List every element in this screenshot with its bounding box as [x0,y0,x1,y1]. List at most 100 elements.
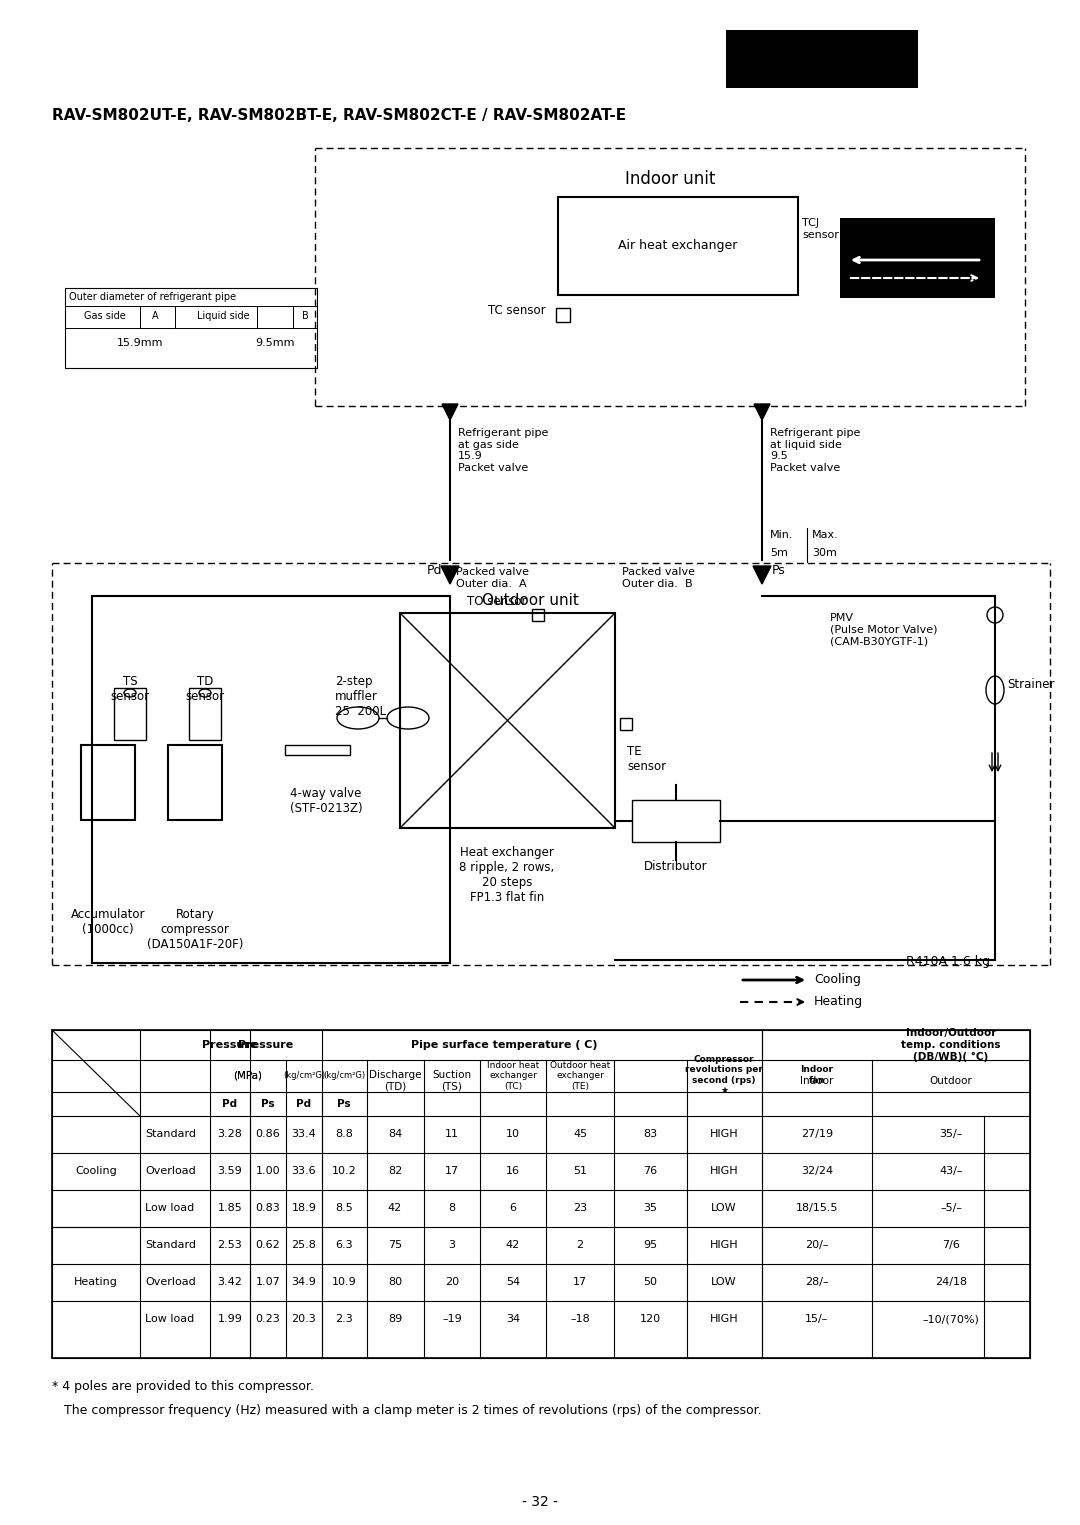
Text: 50: 50 [643,1276,657,1287]
Text: 0.86: 0.86 [256,1128,281,1139]
Text: 32/24: 32/24 [801,1167,833,1176]
Text: Indoor heat
exchanger
(TC): Indoor heat exchanger (TC) [487,1061,539,1090]
Text: Indoor
fan: Indoor fan [800,1066,834,1084]
Text: Accumulator
(1000cc): Accumulator (1000cc) [71,907,145,936]
Text: 34.9: 34.9 [292,1276,316,1287]
Text: 54: 54 [505,1276,521,1287]
Text: Indoor unit: Indoor unit [625,169,715,188]
Text: B: B [301,311,309,320]
Text: Gas side: Gas side [84,311,126,320]
Text: TCJ
sensor: TCJ sensor [802,218,839,239]
Text: Packed valve
Outer dia.  A: Packed valve Outer dia. A [456,567,529,589]
Text: 20: 20 [445,1276,459,1287]
Text: Distributor: Distributor [644,860,707,872]
Text: LOW: LOW [712,1203,737,1212]
Text: * 4 poles are provided to this compressor.: * 4 poles are provided to this compresso… [52,1380,314,1392]
Text: Indoor: Indoor [800,1077,834,1086]
Text: 15/–: 15/– [806,1315,828,1324]
Text: Ps: Ps [772,564,786,576]
Text: 84: 84 [388,1128,402,1139]
Text: 2: 2 [577,1240,583,1250]
Text: 1.99: 1.99 [217,1315,242,1324]
Text: 30m: 30m [812,547,837,558]
Text: 15.9mm: 15.9mm [117,339,163,348]
Text: 7/6: 7/6 [942,1240,960,1250]
Text: R410A 1.6 kg: R410A 1.6 kg [906,955,990,968]
Text: Heating: Heating [75,1276,118,1287]
Bar [285,746,350,755]
Bar [558,197,798,294]
Text: Pipe surface temperature ( C): Pipe surface temperature ( C) [410,1040,597,1051]
Text: 75: 75 [388,1240,402,1250]
Text: 2.3: 2.3 [335,1315,353,1324]
Text: Ps: Ps [261,1100,274,1109]
Text: 10.2: 10.2 [332,1167,356,1176]
Text: (MPa): (MPa) [233,1071,262,1081]
Text: 20/–: 20/– [806,1240,828,1250]
Text: 42: 42 [505,1240,521,1250]
Text: 35: 35 [643,1203,657,1212]
Polygon shape [754,404,770,419]
Text: TS
sensor: TS sensor [110,676,149,703]
Text: Compressor
revolutions per
second (rps)
★: Compressor revolutions per second (rps) … [685,1055,762,1095]
Text: Heat exchanger
8 ripple, 2 rows,
20 steps
FP1.3 flat fin: Heat exchanger 8 ripple, 2 rows, 20 step… [459,846,555,904]
Bar [400,613,615,828]
Text: RAV-SM802UT-E, RAV-SM802BT-E, RAV-SM802CT-E / RAV-SM802AT-E: RAV-SM802UT-E, RAV-SM802BT-E, RAV-SM802C… [52,108,626,124]
Text: 0.83: 0.83 [256,1203,281,1212]
Text: 17: 17 [572,1276,588,1287]
Text: - 32 -: - 32 - [522,1494,558,1510]
Text: Standard: Standard [145,1240,195,1250]
Text: 9.5mm: 9.5mm [255,339,295,348]
Polygon shape [441,566,459,584]
Text: 23: 23 [572,1203,588,1212]
Text: Pd: Pd [427,564,442,576]
Text: Heating: Heating [814,996,863,1008]
Text: 5m: 5m [770,547,788,558]
Text: –5/–: –5/– [940,1203,962,1212]
Text: 35/–: 35/– [940,1128,962,1139]
Text: Pd: Pd [222,1100,238,1109]
Polygon shape [753,566,771,584]
Text: 51: 51 [573,1167,588,1176]
Text: 1.00: 1.00 [256,1167,281,1176]
Text: 18/15.5: 18/15.5 [796,1203,838,1212]
Text: 0.62: 0.62 [256,1240,281,1250]
Bar [52,1029,1030,1357]
Bar [65,288,318,368]
Bar [168,746,222,820]
Text: 18.9: 18.9 [292,1203,316,1212]
Bar [620,718,632,730]
Text: 2.53: 2.53 [218,1240,242,1250]
Text: –18: –18 [570,1315,590,1324]
Bar [189,688,221,740]
Text: 33.6: 33.6 [292,1167,316,1176]
Text: 83: 83 [643,1128,657,1139]
Text: 24/18: 24/18 [935,1276,967,1287]
Text: Low load: Low load [145,1315,194,1324]
Bar [726,30,918,88]
Text: Refrigerant pipe
at liquid side
9.5
Packet valve: Refrigerant pipe at liquid side 9.5 Pack… [770,429,861,473]
Text: Pressure: Pressure [202,1040,258,1051]
Text: 27/19: 27/19 [801,1128,833,1139]
Text: 2-step
muffler
25  200L: 2-step muffler 25 200L [335,676,387,718]
Text: LOW: LOW [712,1276,737,1287]
Text: 45: 45 [572,1128,588,1139]
Text: Packed valve
Outer dia.  B: Packed valve Outer dia. B [622,567,696,589]
Text: Outdoor: Outdoor [930,1077,972,1086]
Text: Overload: Overload [145,1167,195,1176]
Text: Suction
(TS): Suction (TS) [432,1071,472,1092]
Text: Outdoor unit: Outdoor unit [482,593,579,608]
Text: Outdoor heat
exchanger
(TE): Outdoor heat exchanger (TE) [550,1061,610,1090]
Text: Liquid side: Liquid side [197,311,249,320]
Text: 17: 17 [445,1167,459,1176]
Text: TE
sensor: TE sensor [627,746,666,773]
Text: 80: 80 [388,1276,402,1287]
Text: Indoor/Outdoor
temp. conditions
(DB/WB)( °C): Indoor/Outdoor temp. conditions (DB/WB)(… [901,1028,1001,1061]
Text: (kg/cm²G): (kg/cm²G) [283,1072,325,1081]
Text: Cooling: Cooling [76,1167,117,1176]
Text: 6: 6 [510,1203,516,1212]
Text: Min.: Min. [770,531,794,540]
Text: 42: 42 [388,1203,402,1212]
Text: –10/(70%): –10/(70%) [922,1315,980,1324]
Polygon shape [442,404,458,419]
